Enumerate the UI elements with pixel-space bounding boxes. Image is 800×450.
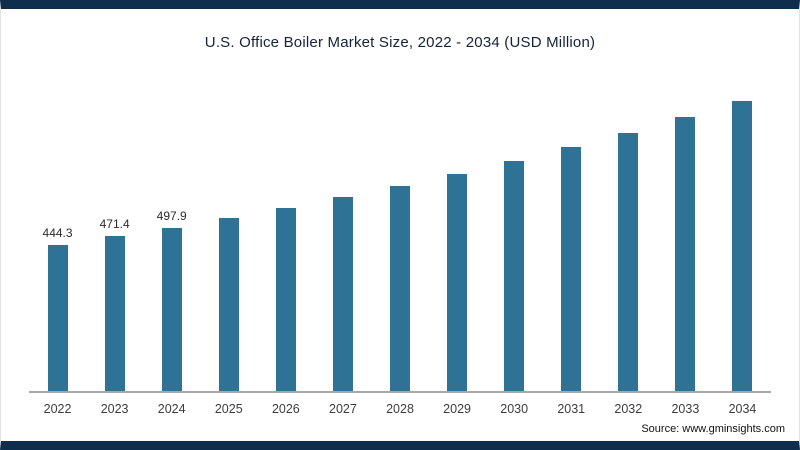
bar-value-label: 497.9: [156, 209, 187, 223]
bar-column: [543, 142, 600, 391]
plot-area: 444.3 471.4 497.9 2022 2023 2024 2025 2026 2027…: [29, 63, 771, 416]
bars-row: 444.3 471.4 497.9: [29, 63, 771, 393]
x-tick-label: 2028: [386, 402, 414, 416]
bar: [104, 236, 125, 391]
bar-column: [657, 112, 714, 391]
x-tick-label: 2030: [500, 402, 529, 416]
bar: [504, 161, 525, 391]
bar-value-label: 444.3: [42, 226, 73, 240]
bar-column: [600, 128, 657, 391]
chart-title: U.S. Office Boiler Market Size, 2022 - 2…: [204, 34, 596, 51]
bar-column: [371, 181, 428, 391]
bar-column: [714, 96, 771, 391]
bar: [390, 186, 410, 391]
bar-column: [314, 192, 371, 391]
x-tick-label: 2027: [329, 402, 357, 416]
bar-column: [486, 156, 543, 391]
x-tick-label: 2029: [443, 402, 471, 416]
bar: [218, 218, 239, 391]
bar: [618, 133, 639, 391]
bar: [332, 197, 353, 391]
bar: [675, 117, 696, 391]
x-tick-label: 2033: [671, 402, 700, 416]
bar: [161, 228, 182, 391]
bar-column: 444.3: [29, 226, 86, 391]
bar: [732, 101, 753, 391]
bar-column: 471.4: [86, 217, 143, 391]
x-tick-label: 2031: [557, 402, 586, 416]
bar-column: 497.9: [143, 209, 200, 391]
bar: [47, 245, 68, 391]
x-axis-ticks: 2022 2023 2024 2025 2026 2027 2028 2029 2030 2031…: [29, 393, 771, 416]
bar: [447, 174, 468, 391]
bar-column: [257, 203, 314, 391]
bar: [561, 147, 582, 391]
x-tick-label: 2024: [157, 402, 186, 416]
x-tick-label: 2034: [728, 402, 757, 416]
bar-column: [200, 213, 257, 391]
bar: [275, 208, 296, 391]
x-tick-label: 2022: [43, 402, 72, 416]
x-tick-label: 2032: [614, 402, 643, 416]
bar-column: [429, 169, 486, 391]
source-attribution: Source: www.gminsights.com: [641, 423, 785, 435]
x-tick-label: 2026: [271, 402, 300, 416]
bar-value-label: 471.4: [99, 217, 130, 231]
x-tick-label: 2025: [214, 402, 243, 416]
x-tick-label: 2023: [100, 402, 129, 416]
